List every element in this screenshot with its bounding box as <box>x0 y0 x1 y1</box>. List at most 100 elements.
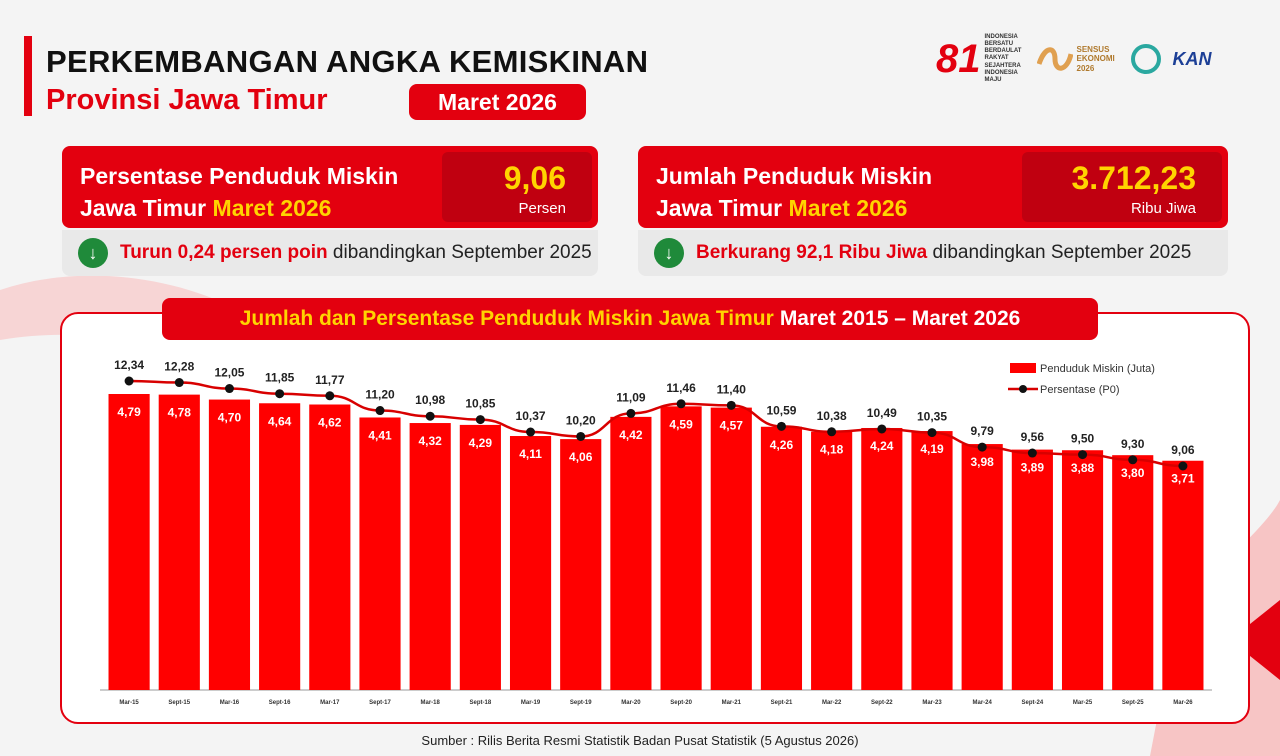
kpi-jumlah-period: Maret 2026 <box>788 195 908 221</box>
logo-kan: KAN <box>1172 48 1212 69</box>
x-tick-label: Sept-22 <box>871 700 893 706</box>
bar-value-label: 4,11 <box>519 447 542 461</box>
bar <box>760 426 803 690</box>
bar-value-label: 4,78 <box>168 406 192 420</box>
title-accent-bar <box>24 36 32 116</box>
x-tick-label: Sept-21 <box>771 700 793 706</box>
line-value-label: 10,38 <box>817 409 847 423</box>
bar <box>710 407 752 690</box>
bar-value-label: 4,26 <box>770 438 794 452</box>
bar <box>911 431 953 690</box>
kpi-jumlah-line1: Jumlah Penduduk Miskin <box>656 163 933 189</box>
bar <box>309 404 351 690</box>
bar-value-label: 3,80 <box>1121 466 1145 480</box>
bar-value-label: 4,70 <box>218 411 242 425</box>
line-value-label: 10,85 <box>465 397 495 411</box>
line-value-label: 10,20 <box>566 413 596 427</box>
bar <box>1011 449 1053 690</box>
logo-circle-icon <box>1130 44 1161 74</box>
bar <box>610 416 652 690</box>
x-tick-label: Sept-16 <box>269 700 291 706</box>
kpi-jumlah-value: 3.712,23 <box>1071 160 1196 196</box>
bar-value-label: 4,59 <box>669 417 693 431</box>
bar-value-label: 4,42 <box>619 428 643 442</box>
kpi-jumlah-card: Jumlah Penduduk Miskin Jawa Timur Maret … <box>638 146 1228 228</box>
x-tick-label: Mar-20 <box>621 700 641 706</box>
line-point <box>626 408 636 418</box>
line-point <box>1078 450 1088 460</box>
bar <box>811 431 853 690</box>
x-tick-label: Mar-25 <box>1073 700 1093 706</box>
line-value-label: 11,20 <box>365 388 395 402</box>
kpi-persentase-period: Maret 2026 <box>212 195 332 221</box>
page-title: PERKEMBANGAN ANGKA KEMISKINAN <box>46 44 649 79</box>
line-point <box>174 378 184 388</box>
line-value-label: 12,05 <box>214 366 244 380</box>
line-point <box>776 421 786 431</box>
partner-logos: 81 INDONESIA BERSATU BERDAULAT RAKYAT SE… <box>936 34 1236 84</box>
line-point <box>927 428 937 438</box>
legend-line-label: Persentase (P0) <box>1040 384 1119 396</box>
line-value-label: 11,85 <box>265 371 295 385</box>
kpi-jumlah-line2: Jawa Timur Maret 2026 <box>656 192 932 224</box>
kpi-jumlah-region: Jawa Timur <box>656 195 789 221</box>
bar <box>509 436 552 690</box>
line-value-label: 11,40 <box>717 382 747 396</box>
line-point <box>526 427 536 437</box>
chart-title-main: Jumlah dan Persentase Penduduk Miskin Ja… <box>239 307 774 330</box>
line-value-label: 12,28 <box>164 360 194 374</box>
bar <box>1162 460 1204 690</box>
bar-value-label: 3,98 <box>971 455 995 469</box>
bar <box>409 423 451 690</box>
kpi-persentase-line1: Persentase Penduduk Miskin <box>80 163 399 189</box>
x-tick-label: Sept-15 <box>168 700 190 706</box>
bar-value-label: 4,19 <box>920 442 944 456</box>
bar <box>660 406 702 690</box>
x-tick-label: Mar-22 <box>822 700 842 706</box>
logo-sensus-ekonomi: SENSUS EKONOMI 2026 <box>1036 44 1119 74</box>
line-point <box>325 391 335 401</box>
x-tick-label: Sept-25 <box>1122 700 1144 706</box>
line-value-label: 9,30 <box>1121 437 1145 451</box>
kpi-jumlah-value-box <box>1022 152 1222 222</box>
line-point <box>877 424 887 434</box>
bar-value-label: 4,57 <box>720 419 744 433</box>
x-tick-label: Mar-16 <box>220 700 240 706</box>
x-tick-label: Mar-24 <box>973 700 993 706</box>
kpi-jumlah-change: Berkurang 92,1 Ribu Jiwa <box>696 242 928 263</box>
kpi-persentase-value: 9,06 <box>503 160 566 196</box>
x-tick-label: Mar-23 <box>922 700 942 706</box>
chart-title-period: Maret 2015 – Maret 2026 <box>779 307 1021 330</box>
line-point <box>425 411 435 421</box>
bar <box>459 424 501 690</box>
arrow-down-circle-icon: ↓ <box>654 238 684 268</box>
bar-value-label: 3,71 <box>1171 472 1195 486</box>
kpi-jumlah-label: Jumlah Penduduk Miskin Jawa Timur Maret … <box>656 160 932 224</box>
kpi-jumlah-unit: Ribu Jiwa <box>1130 200 1196 217</box>
sensus-mark-icon <box>1036 47 1073 71</box>
period-badge: Maret 2026 <box>409 84 586 120</box>
page-subtitle: Provinsi Jawa Timur <box>46 84 328 116</box>
kpi-persentase-note: ↓ Turun 0,24 persen poin dibandingkan Se… <box>62 230 598 276</box>
bar <box>108 394 150 690</box>
x-tick-label: Mar-15 <box>119 700 139 706</box>
x-tick-label: Sept-17 <box>369 700 391 706</box>
kpi-persentase-card: Persentase Penduduk Miskin Jawa Timur Ma… <box>62 146 598 228</box>
legend-line-point <box>1019 385 1027 393</box>
logo-sensus-text: SENSUS EKONOMI 2026 <box>1076 44 1115 73</box>
line-point <box>475 415 485 425</box>
kpi-persentase-unit: Persen <box>518 200 566 217</box>
x-tick-label: Sept-19 <box>570 700 592 706</box>
bar <box>861 427 903 690</box>
bar <box>259 403 301 690</box>
line-point <box>977 442 987 452</box>
bar <box>158 394 200 690</box>
bar <box>359 417 401 690</box>
line-value-label: 10,59 <box>766 403 796 417</box>
bar <box>1061 450 1104 690</box>
bar-value-label: 4,29 <box>469 436 493 450</box>
line-value-label: 12,34 <box>114 358 144 372</box>
line-point <box>375 406 385 416</box>
kpi-persentase-change: Turun 0,24 persen poin <box>120 242 328 263</box>
